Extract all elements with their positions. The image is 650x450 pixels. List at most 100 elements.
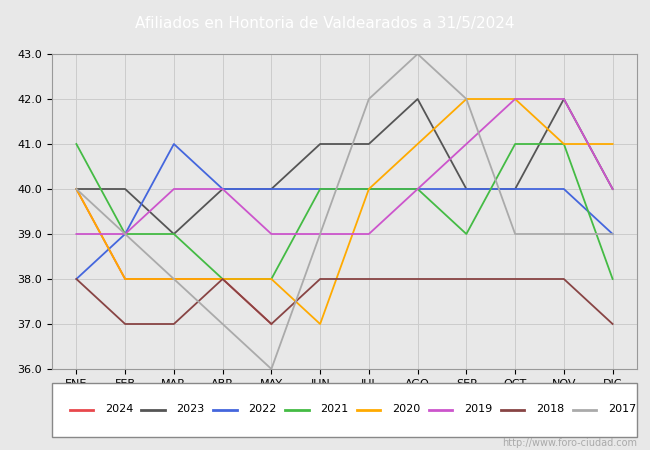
2017 [560,231,568,237]
2018 [413,276,421,282]
2021 [608,276,616,282]
2019 [608,186,616,192]
2024 [121,276,129,282]
2018 [268,321,276,327]
2022 [608,231,616,237]
2023 [121,186,129,192]
2018 [170,321,178,327]
2021 [413,186,421,192]
2021 [72,141,81,147]
FancyBboxPatch shape [52,382,637,436]
2019 [170,186,178,192]
2022 [413,186,421,192]
2017 [413,51,421,57]
2018 [218,276,227,282]
2023 [72,186,81,192]
Line: 2020: 2020 [77,99,612,324]
2020 [413,141,421,147]
2018 [72,276,81,282]
2022 [365,186,373,192]
2021 [268,276,276,282]
2020 [608,141,616,147]
2017 [316,231,324,237]
Text: 2023: 2023 [177,405,205,414]
Text: 2022: 2022 [248,405,277,414]
2023 [511,186,519,192]
2020 [218,276,227,282]
2023 [413,96,421,102]
2023 [463,186,471,192]
Line: 2018: 2018 [77,279,612,324]
2017 [365,96,373,102]
2024 [268,321,276,327]
2020 [560,141,568,147]
2019 [72,231,81,237]
2018 [365,276,373,282]
Line: 2017: 2017 [77,54,612,369]
2018 [316,276,324,282]
2022 [72,276,81,282]
Text: http://www.foro-ciudad.com: http://www.foro-ciudad.com [502,438,637,448]
Line: 2024: 2024 [77,189,272,324]
Text: 2017: 2017 [608,405,636,414]
Text: Afiliados en Hontoria de Valdearados a 31/5/2024: Afiliados en Hontoria de Valdearados a 3… [135,16,515,31]
Line: 2021: 2021 [77,144,612,279]
2017 [72,186,81,192]
2023 [316,141,324,147]
2021 [170,231,178,237]
2018 [121,321,129,327]
2018 [560,276,568,282]
2017 [608,231,616,237]
2019 [413,186,421,192]
2017 [170,276,178,282]
2020 [365,186,373,192]
2022 [121,231,129,237]
2020 [170,276,178,282]
2022 [170,141,178,147]
2022 [316,186,324,192]
2017 [268,366,276,372]
2022 [511,186,519,192]
2019 [560,96,568,102]
2021 [511,141,519,147]
Text: 2019: 2019 [464,405,492,414]
2019 [511,96,519,102]
2018 [511,276,519,282]
2019 [316,231,324,237]
2017 [463,96,471,102]
2019 [121,231,129,237]
2023 [365,141,373,147]
Text: 2018: 2018 [536,405,564,414]
2022 [560,186,568,192]
2017 [121,231,129,237]
2021 [560,141,568,147]
2021 [121,231,129,237]
2023 [608,186,616,192]
2022 [463,186,471,192]
2020 [121,276,129,282]
Text: 2024: 2024 [105,405,133,414]
2017 [511,231,519,237]
2019 [463,141,471,147]
2019 [365,231,373,237]
2020 [316,321,324,327]
2020 [268,276,276,282]
2024 [170,276,178,282]
2019 [218,186,227,192]
2024 [218,276,227,282]
2022 [218,186,227,192]
2017 [218,321,227,327]
2020 [463,96,471,102]
Text: 2020: 2020 [392,405,421,414]
2024 [72,186,81,192]
2021 [218,276,227,282]
2023 [170,231,178,237]
2019 [268,231,276,237]
2023 [268,186,276,192]
Line: 2023: 2023 [77,99,612,234]
2023 [218,186,227,192]
2021 [463,231,471,237]
2020 [72,186,81,192]
2018 [463,276,471,282]
2021 [365,186,373,192]
